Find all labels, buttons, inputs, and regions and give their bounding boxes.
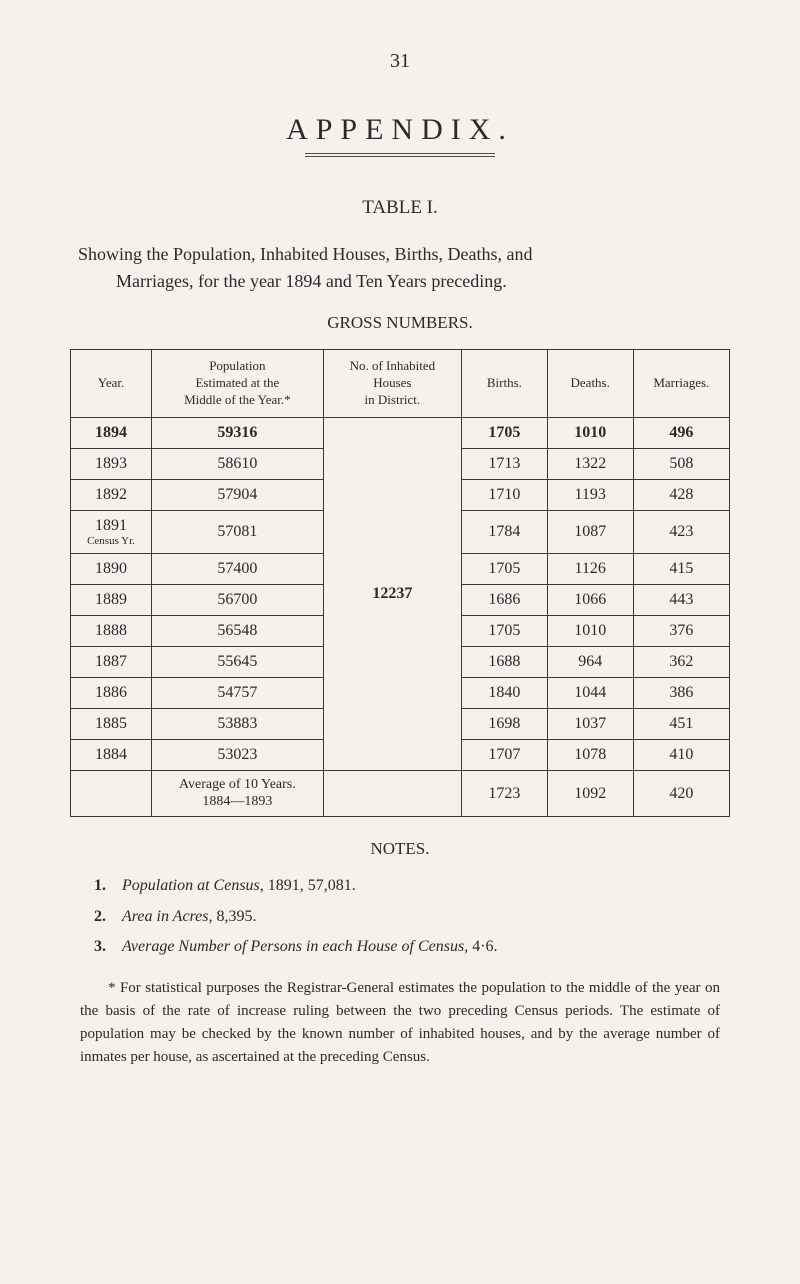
cell-births: 1705 xyxy=(462,615,548,646)
cell-births: 1840 xyxy=(462,677,548,708)
cell-births: 1784 xyxy=(462,510,548,553)
avg-births: 1723 xyxy=(462,770,548,817)
notes-heading: NOTES. xyxy=(70,839,730,859)
note-item: 2.Area in Acres, 8,395. xyxy=(94,902,706,932)
cell-population: 53883 xyxy=(152,708,324,739)
cell-births: 1713 xyxy=(462,448,548,479)
cell-houses: 12237 xyxy=(323,417,461,770)
cell-marr: 496 xyxy=(633,417,729,448)
cell-births: 1710 xyxy=(462,479,548,510)
avg-label-l1: Average of 10 Years. xyxy=(179,777,296,792)
avg-label-l2: 1884—1893 xyxy=(202,794,272,809)
cell-year: 1888 xyxy=(71,615,152,646)
cell-marr: 410 xyxy=(633,739,729,770)
cell-deaths: 1078 xyxy=(547,739,633,770)
avg-deaths: 1092 xyxy=(547,770,633,817)
cell-births: 1705 xyxy=(462,417,548,448)
cell-births: 1686 xyxy=(462,584,548,615)
cell-population: 57904 xyxy=(152,479,324,510)
cell-year: 1894 xyxy=(71,417,152,448)
page: 31 APPENDIX. TABLE I. Showing the Popula… xyxy=(0,0,800,1110)
cell-marr: 376 xyxy=(633,615,729,646)
cell-population: 53023 xyxy=(152,739,324,770)
cell-births: 1705 xyxy=(462,553,548,584)
cell-deaths: 1010 xyxy=(547,615,633,646)
cell-deaths: 1044 xyxy=(547,677,633,708)
col-deaths: Deaths. xyxy=(547,350,633,418)
intro-line-1: Showing the Population, Inhabited Houses… xyxy=(78,241,722,268)
cell-births: 1707 xyxy=(462,739,548,770)
col-marriages: Marriages. xyxy=(633,350,729,418)
table-row: 1894593161223717051010496 xyxy=(71,417,730,448)
title-rule xyxy=(70,153,730,157)
notes-list: 1.Population at Census, 1891, 57,081.2.A… xyxy=(94,871,706,962)
cell-population: 57400 xyxy=(152,553,324,584)
cell-year: 1887 xyxy=(71,646,152,677)
note-item: 1.Population at Census, 1891, 57,081. xyxy=(94,871,706,901)
cell-deaths: 1126 xyxy=(547,553,633,584)
cell-deaths: 1010 xyxy=(547,417,633,448)
subheading: GROSS NUMBERS. xyxy=(70,313,730,333)
cell-marr: 423 xyxy=(633,510,729,553)
footnote: * For statistical purposes the Registrar… xyxy=(80,977,720,1070)
col-births: Births. xyxy=(462,350,548,418)
cell-year: 1890 xyxy=(71,553,152,584)
cell-year: 1884 xyxy=(71,739,152,770)
cell-deaths: 964 xyxy=(547,646,633,677)
cell-deaths: 1322 xyxy=(547,448,633,479)
average-row: Average of 10 Years. 1884—1893 1723 1092… xyxy=(71,770,730,817)
cell-marr: 428 xyxy=(633,479,729,510)
data-table: Year. PopulationEstimated at theMiddle o… xyxy=(70,349,730,817)
col-year: Year. xyxy=(71,350,152,418)
cell-deaths: 1193 xyxy=(547,479,633,510)
cell-population: 57081 xyxy=(152,510,324,553)
cell-population: 55645 xyxy=(152,646,324,677)
table-body: 1894593161223717051010496189358610171313… xyxy=(71,417,730,770)
cell-deaths: 1087 xyxy=(547,510,633,553)
cell-year: 1892 xyxy=(71,479,152,510)
avg-year-blank xyxy=(71,770,152,817)
cell-population: 59316 xyxy=(152,417,324,448)
cell-deaths: 1037 xyxy=(547,708,633,739)
cell-year: 1889 xyxy=(71,584,152,615)
cell-population: 54757 xyxy=(152,677,324,708)
cell-population: 58610 xyxy=(152,448,324,479)
cell-population: 56700 xyxy=(152,584,324,615)
col-houses: No. of InhabitedHousesin District. xyxy=(323,350,461,418)
cell-births: 1688 xyxy=(462,646,548,677)
cell-year: 1885 xyxy=(71,708,152,739)
footnote-text: * For statistical purposes the Registrar… xyxy=(80,980,720,1066)
avg-houses-blank xyxy=(323,770,461,817)
cell-year: 1891Census Yr. xyxy=(71,510,152,553)
col-population: PopulationEstimated at theMiddle of the … xyxy=(152,350,324,418)
cell-marr: 415 xyxy=(633,553,729,584)
cell-marr: 362 xyxy=(633,646,729,677)
avg-label: Average of 10 Years. 1884—1893 xyxy=(152,770,324,817)
cell-population: 56548 xyxy=(152,615,324,646)
intro-text: Showing the Population, Inhabited Houses… xyxy=(78,241,722,295)
table-header-row: Year. PopulationEstimated at theMiddle o… xyxy=(71,350,730,418)
cell-marr: 508 xyxy=(633,448,729,479)
cell-deaths: 1066 xyxy=(547,584,633,615)
cell-marr: 451 xyxy=(633,708,729,739)
cell-births: 1698 xyxy=(462,708,548,739)
note-item: 3.Average Number of Persons in each Hous… xyxy=(94,932,706,962)
appendix-title: APPENDIX. xyxy=(70,113,730,147)
page-number: 31 xyxy=(70,50,730,73)
table-label: TABLE I. xyxy=(70,197,730,219)
cell-year: 1886 xyxy=(71,677,152,708)
cell-marr: 443 xyxy=(633,584,729,615)
avg-marriages: 420 xyxy=(633,770,729,817)
intro-line-2: Marriages, for the year 1894 and Ten Yea… xyxy=(78,268,722,295)
cell-marr: 386 xyxy=(633,677,729,708)
cell-year: 1893 xyxy=(71,448,152,479)
